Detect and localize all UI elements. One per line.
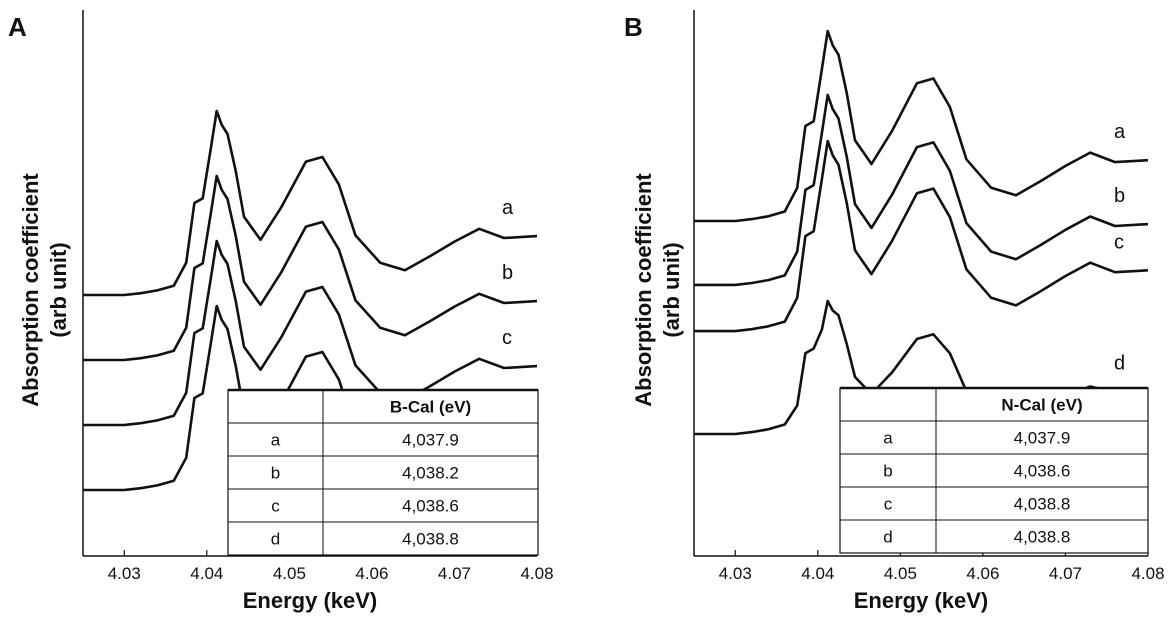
x-tick-label: 4.04	[190, 564, 223, 583]
table-cell-sample: c	[884, 495, 893, 514]
calibration-table-a: B-Cal (eV) a 4,037.9 b 4,038.2 c 4,038.6 d 4,038…	[227, 388, 539, 556]
x-tick-label: 4.06	[355, 564, 388, 583]
series-label-c: c	[502, 327, 512, 349]
series-line-b	[83, 174, 538, 362]
x-tick-label: 4.05	[273, 564, 306, 583]
series-label-d: d	[1114, 352, 1125, 374]
series-line-b	[694, 93, 1149, 287]
x-ticks-b: 4.03 4.04 4.05 4.06 4.07 4.08	[719, 550, 1165, 583]
x-axis-title-b: Energy (keV)	[854, 588, 989, 613]
x-tick-label: 4.03	[719, 564, 752, 583]
table-cell-sample: a	[271, 431, 281, 450]
x-tick-label: 4.05	[884, 564, 917, 583]
x-tick-label: 4.06	[966, 564, 999, 583]
y-axis-title-line2: (arb unit)	[46, 242, 71, 337]
x-tick-label: 4.03	[108, 564, 141, 583]
y-axis-title-a: Absorption coefficient (arb unit)	[18, 173, 71, 407]
series-label-a: a	[502, 197, 514, 219]
y-axis-title-b: Absorption coefficient (arb unit)	[631, 173, 684, 407]
table-cell-sample: c	[271, 497, 280, 516]
calibration-table-b: N-Cal (eV) a 4,037.9 b 4,038.6 c 4,038.8 d 4,038…	[839, 386, 1149, 554]
y-axis-title-line2: (arb unit)	[659, 242, 684, 337]
series-label-a: a	[1114, 121, 1126, 143]
x-tick-label: 4.07	[438, 564, 471, 583]
series-label-c: c	[1114, 231, 1124, 253]
table-cell-value: 4,038.6	[1014, 462, 1071, 481]
panel-b: B Absorption coefficient (arb unit) 4.03…	[624, 10, 1165, 613]
y-axis-title-line1: Absorption coefficient	[631, 173, 656, 407]
x-axis-title-a: Energy (keV)	[243, 588, 378, 613]
table-cell-value: 4,038.8	[1014, 495, 1071, 514]
y-axis-title-line1: Absorption coefficient	[18, 173, 43, 407]
series-label-b: b	[502, 262, 513, 284]
table-cell-value: 4,038.8	[1014, 528, 1071, 547]
table-cell-value: 4,038.2	[402, 464, 459, 483]
table-cell-sample: d	[271, 530, 280, 549]
x-ticks-a: 4.03 4.04 4.05 4.06 4.07 4.08	[108, 550, 554, 583]
panel-a: A Absorption coefficient (arb unit) 4.03…	[8, 10, 554, 613]
series-line-c	[694, 139, 1149, 333]
table-cell-value: 4,038.8	[402, 530, 459, 549]
curve-labels-b: a b c d	[1114, 121, 1126, 374]
table-cell-sample: b	[883, 462, 892, 481]
x-tick-label: 4.04	[801, 564, 834, 583]
x-tick-label: 4.08	[1131, 564, 1164, 583]
table-frame	[839, 387, 1149, 554]
series-label-b: b	[1114, 185, 1125, 207]
table-cell-value: 4,037.9	[1014, 429, 1071, 448]
table-header: B-Cal (eV)	[390, 398, 471, 417]
table-frame	[227, 389, 539, 556]
table-header: N-Cal (eV)	[1001, 396, 1082, 415]
table-cell-value: 4,037.9	[402, 431, 459, 450]
table-cell-sample: d	[883, 528, 892, 547]
series-line-a	[83, 109, 538, 297]
table-cell-sample: a	[883, 429, 893, 448]
panel-letter-b: B	[624, 12, 643, 42]
table-cell-value: 4,038.6	[402, 497, 459, 516]
series-line-a	[694, 29, 1149, 223]
curves-b	[694, 29, 1149, 436]
table-cell-sample: b	[271, 464, 280, 483]
x-tick-label: 4.08	[520, 564, 553, 583]
x-tick-label: 4.07	[1049, 564, 1082, 583]
panel-letter-a: A	[8, 12, 27, 42]
